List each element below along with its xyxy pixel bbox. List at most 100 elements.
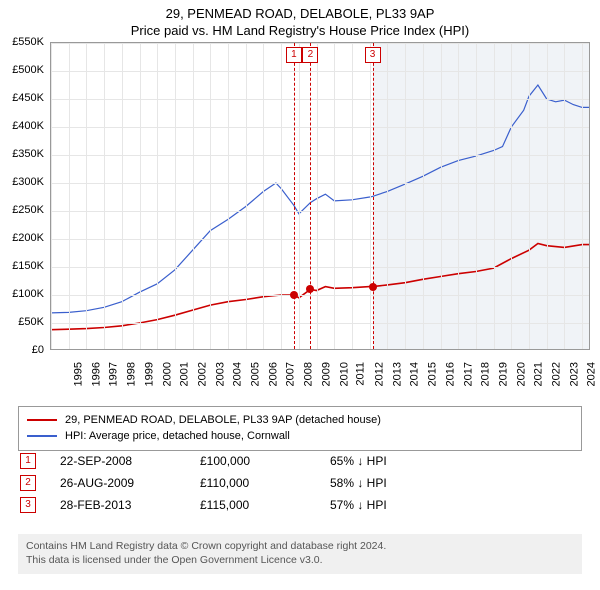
x-tick-label: 2007 (285, 362, 297, 386)
gridline-v (441, 43, 442, 349)
gridline-v (210, 43, 211, 349)
gridline-h (51, 211, 589, 212)
x-tick-label: 1998 (126, 362, 138, 386)
event-row-date: 26-AUG-2009 (60, 476, 200, 490)
legend-item: HPI: Average price, detached house, Corn… (27, 428, 573, 444)
y-tick-label: £400K (12, 120, 44, 132)
y-tick-label: £500K (12, 64, 44, 76)
x-tick-label: 2004 (232, 362, 244, 386)
gridline-v (69, 43, 70, 349)
gridline-h (51, 183, 589, 184)
event-row-tag: 1 (20, 453, 36, 469)
legend-swatch (27, 435, 57, 437)
events-table: 122-SEP-2008£100,00065% ↓ HPI226-AUG-200… (18, 450, 582, 516)
chart: £0£50K£100K£150K£200K£250K£300K£350K£400… (0, 42, 600, 402)
gridline-v (582, 43, 583, 349)
x-tick-label: 2014 (409, 362, 421, 386)
gridline-h (51, 323, 589, 324)
x-tick-label: 2021 (533, 362, 545, 386)
event-line (310, 43, 311, 349)
gridline-v (51, 43, 52, 349)
gridline-v (263, 43, 264, 349)
footer: Contains HM Land Registry data © Crown c… (18, 534, 582, 574)
gridline-v (423, 43, 424, 349)
x-tick-label: 2006 (267, 362, 279, 386)
x-tick-label: 2015 (427, 362, 439, 386)
event-row-delta: 57% ↓ HPI (330, 498, 582, 512)
gridline-v (564, 43, 565, 349)
gridline-v (529, 43, 530, 349)
gridline-v (547, 43, 548, 349)
gridline-v (122, 43, 123, 349)
x-tick-label: 1996 (90, 362, 102, 386)
event-row-delta: 65% ↓ HPI (330, 454, 582, 468)
x-tick-label: 2008 (303, 362, 315, 386)
event-row: 226-AUG-2009£110,00058% ↓ HPI (18, 472, 582, 494)
x-tick-label: 2022 (551, 362, 563, 386)
event-row: 122-SEP-2008£100,00065% ↓ HPI (18, 450, 582, 472)
x-tick-label: 1995 (72, 362, 84, 386)
gridline-v (281, 43, 282, 349)
y-tick-label: £350K (12, 148, 44, 160)
gridline-h (51, 71, 589, 72)
gridline-v (494, 43, 495, 349)
gridline-h (51, 43, 589, 44)
x-axis-labels: 1995199619971998199920002001200220032004… (50, 350, 590, 402)
y-tick-label: £100K (12, 288, 44, 300)
y-tick-label: £200K (12, 232, 44, 244)
title-line-1: 29, PENMEAD ROAD, DELABOLE, PL33 9AP (0, 0, 600, 21)
event-row-price: £110,000 (200, 476, 330, 490)
gridline-v (387, 43, 388, 349)
event-row-tag: 2 (20, 475, 36, 491)
x-tick-label: 2023 (568, 362, 580, 386)
x-tick-label: 2005 (250, 362, 262, 386)
gridline-v (104, 43, 105, 349)
x-tick-label: 2011 (355, 362, 367, 386)
event-tag: 2 (302, 47, 318, 63)
x-tick-label: 2012 (373, 362, 385, 386)
footer-line-2: This data is licensed under the Open Gov… (26, 553, 574, 567)
gridline-v (476, 43, 477, 349)
event-row-price: £115,000 (200, 498, 330, 512)
legend-item: 29, PENMEAD ROAD, DELABOLE, PL33 9AP (de… (27, 412, 573, 428)
gridline-v (157, 43, 158, 349)
legend-label: 29, PENMEAD ROAD, DELABOLE, PL33 9AP (de… (65, 414, 381, 426)
gridline-h (51, 267, 589, 268)
gridline-v (299, 43, 300, 349)
x-tick-label: 2002 (196, 362, 208, 386)
gridline-h (51, 127, 589, 128)
x-tick-label: 2017 (462, 362, 474, 386)
y-tick-label: £50K (18, 316, 44, 328)
gridline-v (405, 43, 406, 349)
gridline-v (317, 43, 318, 349)
x-tick-label: 1999 (143, 362, 155, 386)
event-tag: 3 (365, 47, 381, 63)
plot-area: 123 (50, 42, 590, 350)
gridline-h (51, 99, 589, 100)
event-row-tag: 3 (20, 497, 36, 513)
x-tick-label: 2016 (444, 362, 456, 386)
title-line-2: Price paid vs. HM Land Registry's House … (0, 21, 600, 38)
x-tick-label: 2018 (480, 362, 492, 386)
y-tick-label: £0 (32, 344, 44, 356)
chart-lines (51, 43, 590, 350)
y-tick-label: £550K (12, 36, 44, 48)
series-hpi (51, 85, 590, 313)
event-line (373, 43, 374, 349)
x-tick-label: 2009 (320, 362, 332, 386)
legend-swatch (27, 419, 57, 421)
gridline-h (51, 295, 589, 296)
gridline-v (246, 43, 247, 349)
event-row: 3 28-FEB-2013£115,00057% ↓ HPI (18, 494, 582, 516)
event-row-date: 22-SEP-2008 (60, 454, 200, 468)
y-tick-label: £250K (12, 204, 44, 216)
gridline-v (334, 43, 335, 349)
gridline-v (458, 43, 459, 349)
gridline-v (370, 43, 371, 349)
gridline-v (228, 43, 229, 349)
event-row-date: 28-FEB-2013 (60, 498, 200, 512)
y-tick-label: £150K (12, 260, 44, 272)
x-tick-label: 2013 (391, 362, 403, 386)
x-tick-label: 2000 (161, 362, 173, 386)
x-tick-label: 2003 (214, 362, 226, 386)
